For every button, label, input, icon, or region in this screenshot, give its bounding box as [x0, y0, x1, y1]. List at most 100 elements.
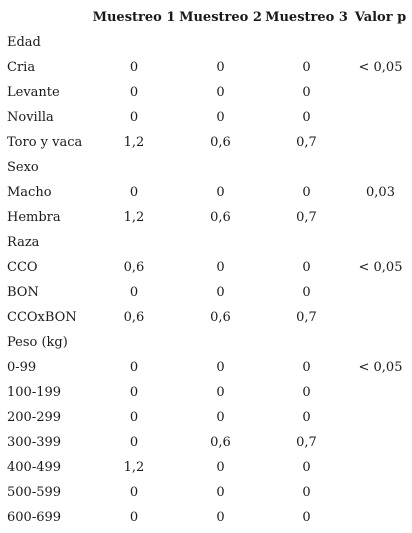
cell-m3: 0 [302, 110, 311, 125]
cell-m2: 0 [216, 460, 225, 475]
cell-p [351, 430, 410, 455]
cell-m3: 0 [302, 85, 311, 100]
cell-m2: 0,6 [210, 435, 231, 450]
cell-m1: 0 [129, 60, 139, 75]
group-title: Peso (kg) [7, 335, 68, 350]
table-row: Levante 0 0 0 [3, 80, 410, 105]
table-row: 300-399 0 0,6 0,7 [3, 430, 410, 455]
cell-m1: 0,6 [123, 260, 145, 275]
table-row: Macho 0 0 0 0,03 [3, 180, 410, 205]
cell-m2: 0,6 [210, 210, 231, 225]
cell-m1: 0 [129, 285, 139, 300]
cell-m2: 0 [216, 85, 225, 100]
cell-m1: 0 [129, 385, 139, 400]
cell-p: < 0,05 [358, 60, 403, 75]
table-row: 600-699 0 0 0 [3, 505, 410, 530]
table-row: 100-199 0 0 0 [3, 380, 410, 405]
cell-m3: 0 [302, 285, 311, 300]
row-label: 500-599 [7, 485, 62, 500]
cell-m2: 0 [216, 260, 225, 275]
cell-p [351, 380, 410, 405]
table-row: 200-299 0 0 0 [3, 405, 410, 430]
table-row: 0-99 0 0 0 < 0,05 [3, 355, 410, 380]
cell-m2: 0 [216, 385, 225, 400]
group-title: Sexo [7, 160, 39, 175]
cell-p [351, 455, 410, 480]
row-label: 400-499 [7, 460, 62, 475]
table-row: Cria 0 0 0 < 0,05 [3, 55, 410, 80]
cell-m1: 0 [129, 485, 139, 500]
table-row: CCOxBON 0,6 0,6 0,7 [3, 305, 410, 330]
row-label: CCOxBON [7, 310, 77, 325]
group-row-peso: Peso (kg) [3, 330, 410, 355]
cell-m2: 0 [216, 510, 225, 525]
cell-p [351, 130, 410, 155]
table-row: Novilla 0 0 0 [3, 105, 410, 130]
header-muestreo-2: Muestreo 2 [179, 10, 262, 25]
cell-m3: 0,7 [296, 310, 317, 325]
cell-m2: 0,6 [210, 135, 231, 150]
results-table: Muestreo 1 Muestreo 2 Muestreo 3 Valor p… [3, 5, 410, 530]
cell-p [351, 105, 410, 130]
row-label: BON [7, 285, 39, 300]
cell-m1: 0 [129, 510, 139, 525]
cell-m2: 0,6 [210, 310, 231, 325]
cell-m3: 0 [302, 410, 311, 425]
header-valor-p: Valor p [354, 10, 407, 25]
cell-m3: 0 [302, 60, 311, 75]
row-label: Toro y vaca [7, 135, 83, 150]
cell-m2: 0 [216, 185, 225, 200]
cell-p [351, 80, 410, 105]
table-row: 400-499 1,2 0 0 [3, 455, 410, 480]
cell-p [351, 280, 410, 305]
cell-m2: 0 [216, 360, 225, 375]
table-row: BON 0 0 0 [3, 280, 410, 305]
row-label: Cria [7, 60, 36, 75]
cell-m2: 0 [216, 410, 225, 425]
cell-m1: 0 [129, 110, 139, 125]
cell-p [351, 205, 410, 230]
table-row: Toro y vaca 1,2 0,6 0,7 [3, 130, 410, 155]
row-label: 100-199 [7, 385, 62, 400]
table-row: CCO 0,6 0 0 < 0,05 [3, 255, 410, 280]
cell-p [351, 505, 410, 530]
cell-m1: 0 [129, 85, 139, 100]
row-label: Levante [7, 85, 60, 100]
row-label: CCO [7, 260, 38, 275]
cell-m2: 0 [216, 285, 225, 300]
cell-m3: 0,7 [296, 210, 317, 225]
cell-m1: 1,2 [123, 210, 145, 225]
row-label: 600-699 [7, 510, 62, 525]
cell-m1: 0 [129, 410, 139, 425]
cell-m2: 0 [216, 485, 225, 500]
header-row: Muestreo 1 Muestreo 2 Muestreo 3 Valor p [3, 5, 410, 30]
cell-m1: 0,6 [123, 310, 145, 325]
cell-p: < 0,05 [358, 360, 403, 375]
group-row-edad: Edad [3, 30, 410, 55]
group-row-sexo: Sexo [3, 155, 410, 180]
cell-m3: 0 [302, 360, 311, 375]
cell-m3: 0 [302, 510, 311, 525]
group-row-raza: Raza [3, 230, 410, 255]
row-label: 300-399 [7, 435, 62, 450]
cell-m1: 0 [129, 360, 139, 375]
header-muestreo-3: Muestreo 3 [265, 10, 348, 25]
cell-p [351, 480, 410, 505]
group-title: Edad [7, 35, 41, 50]
cell-m2: 0 [216, 60, 225, 75]
table-row: Hembra 1,2 0,6 0,7 [3, 205, 410, 230]
row-label: Novilla [7, 110, 54, 125]
cell-m3: 0 [302, 385, 311, 400]
cell-p [351, 405, 410, 430]
cell-m2: 0 [216, 110, 225, 125]
cell-m3: 0 [302, 460, 311, 475]
cell-m3: 0 [302, 185, 311, 200]
table-row: 500-599 0 0 0 [3, 480, 410, 505]
cell-m3: 0 [302, 260, 311, 275]
row-label: Macho [7, 185, 52, 200]
group-title: Raza [7, 235, 40, 250]
cell-m3: 0,7 [296, 435, 317, 450]
row-label: Hembra [7, 210, 61, 225]
cell-m1: 1,2 [123, 460, 145, 475]
cell-p: < 0,05 [358, 260, 403, 275]
